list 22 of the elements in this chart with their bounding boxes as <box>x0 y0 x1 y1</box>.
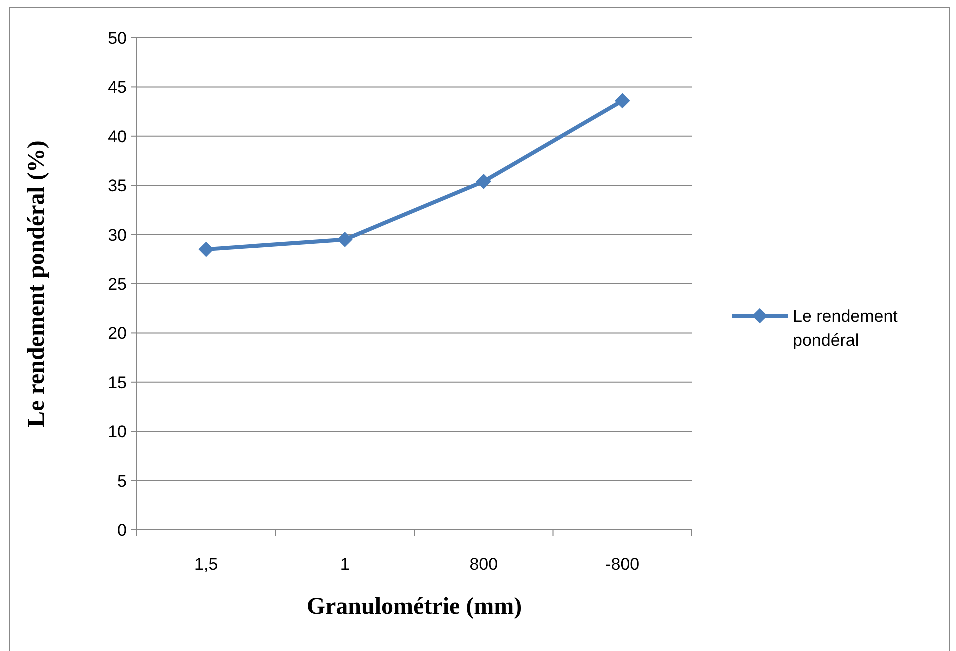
y-tick-label: 35 <box>108 176 127 196</box>
x-axis-title: Granulométrie (mm) <box>306 594 522 620</box>
x-tick-label: -800 <box>606 555 640 574</box>
point <box>614 93 630 109</box>
y-tick-label: 5 <box>118 472 127 491</box>
y-tick-label: 50 <box>108 28 127 48</box>
y-tick-label: 30 <box>108 226 127 245</box>
y-tick-label: 45 <box>108 78 127 98</box>
y-tick-label: 20 <box>108 324 127 344</box>
point <box>476 174 492 190</box>
y-tick-label: 10 <box>108 422 127 442</box>
point <box>337 232 353 248</box>
y-tick-label: 25 <box>108 274 127 294</box>
y-tick-label: 0 <box>118 520 127 540</box>
y-tick-label: 15 <box>108 373 127 392</box>
x-tick-label: 1 <box>340 555 350 574</box>
point <box>198 242 214 258</box>
y-axis-title: Le rendement pondéral (%) <box>24 140 50 428</box>
x-tick-label: 1,5 <box>194 555 218 574</box>
legend-label: Le rendement pondéral <box>793 306 898 350</box>
y-tick-label: 40 <box>108 127 127 146</box>
x-tick-label: 800 <box>470 555 498 574</box>
